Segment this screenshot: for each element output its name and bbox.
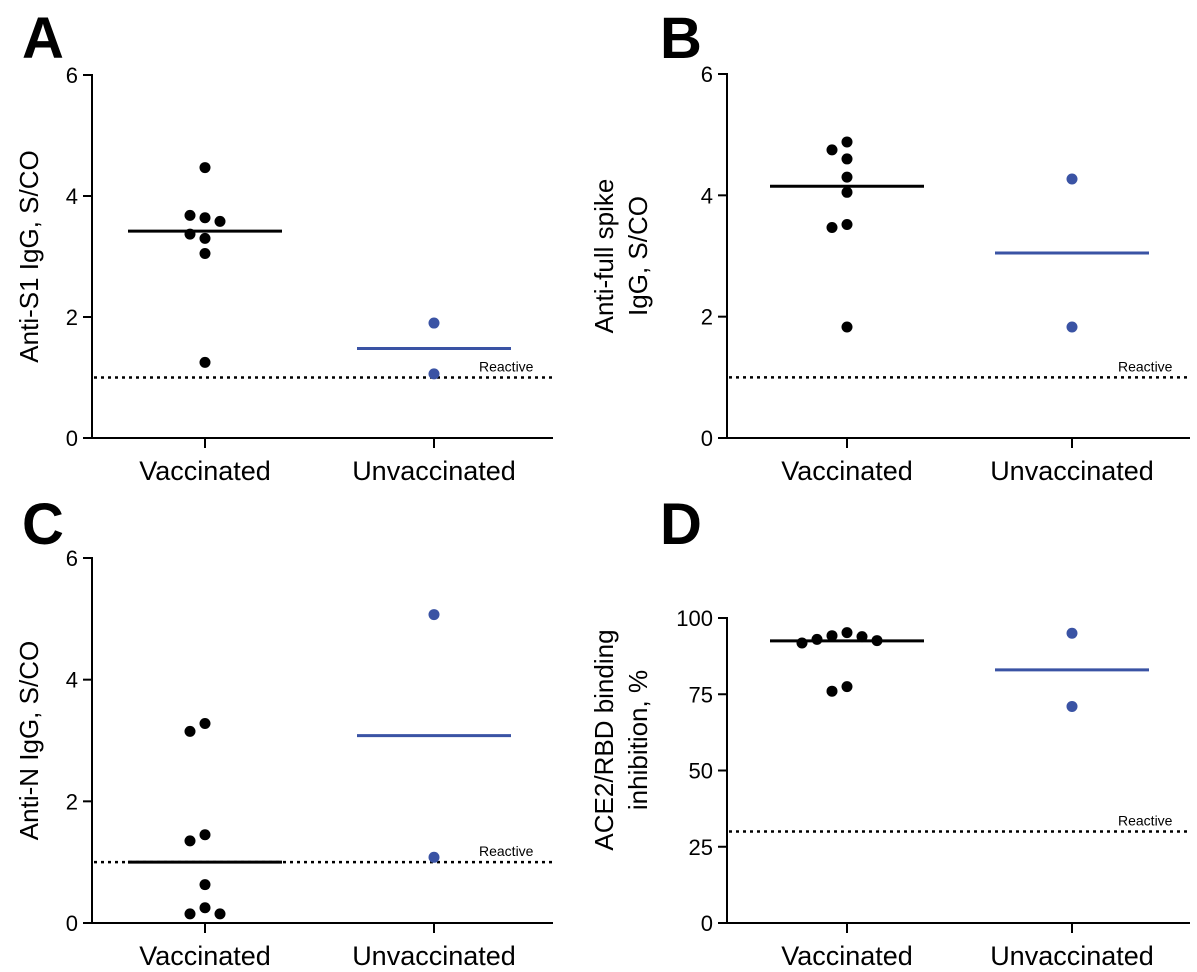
data-point bbox=[826, 630, 838, 642]
panel-letter: D bbox=[660, 492, 702, 557]
data-point bbox=[428, 368, 440, 380]
y-axis-label: Anti-full spike bbox=[589, 179, 619, 334]
panel-b: B 0 2 4 6 Vaccinated Unvaccinated Anti-full spi… bbox=[589, 6, 1190, 486]
y-tick-label: 0 bbox=[66, 911, 78, 936]
data-point bbox=[826, 685, 838, 697]
x-category-label: Vaccinated bbox=[781, 456, 913, 486]
data-point bbox=[871, 635, 883, 647]
x-category-label: Vaccinated bbox=[139, 456, 271, 486]
panel-c: C 0 2 4 6 Vaccinated Unvaccinated Anti-N IgG, S… bbox=[14, 492, 553, 971]
x-category-label: Unvaccinated bbox=[352, 456, 516, 486]
data-point bbox=[199, 212, 211, 224]
reactive-threshold-label: Reactive bbox=[1118, 813, 1173, 829]
data-point bbox=[841, 136, 853, 148]
y-tick-label: 4 bbox=[701, 183, 713, 208]
y-tick-label: 100 bbox=[676, 606, 713, 631]
data-point bbox=[796, 637, 808, 649]
data-point bbox=[856, 631, 868, 643]
data-point bbox=[826, 221, 838, 233]
data-point bbox=[811, 633, 823, 645]
y-tick-label: 50 bbox=[689, 759, 713, 784]
x-category-label: Unvaccinated bbox=[352, 941, 516, 971]
data-point bbox=[841, 186, 853, 198]
data-point bbox=[199, 879, 211, 891]
reactive-threshold-label: Reactive bbox=[1118, 358, 1173, 374]
data-point bbox=[184, 209, 196, 221]
y-tick-label: 75 bbox=[689, 682, 713, 707]
x-category-label: Unvaccinated bbox=[990, 941, 1154, 971]
y-tick-label: 0 bbox=[66, 426, 78, 451]
y-tick-label: 4 bbox=[66, 668, 78, 693]
y-tick-label: 6 bbox=[66, 546, 78, 571]
data-point bbox=[184, 835, 196, 847]
data-point bbox=[184, 908, 196, 920]
y-axis-label: ACE2/RBD binding bbox=[589, 629, 619, 850]
data-point bbox=[428, 609, 440, 621]
panel-letter: B bbox=[660, 6, 702, 71]
data-point bbox=[1066, 321, 1078, 333]
y-axis-label: Anti-S1 IgG, S/CO bbox=[14, 150, 44, 362]
data-point bbox=[428, 317, 440, 329]
y-axis-label: inhibition, % bbox=[623, 670, 653, 810]
data-point bbox=[1066, 627, 1078, 639]
data-point bbox=[184, 228, 196, 240]
x-category-label: Vaccinated bbox=[781, 941, 913, 971]
data-point bbox=[826, 144, 838, 156]
y-tick-label: 2 bbox=[66, 305, 78, 330]
data-point bbox=[199, 247, 211, 259]
data-point bbox=[841, 627, 853, 639]
panel-letter: A bbox=[22, 6, 64, 71]
y-axis-label: Anti-N IgG, S/CO bbox=[14, 641, 44, 840]
data-point bbox=[841, 171, 853, 183]
data-point bbox=[199, 717, 211, 729]
panel-a: A 0 2 4 6 Vaccinated Unvaccinated Anti-S1 IgG, … bbox=[14, 6, 553, 486]
panel-letter: C bbox=[22, 492, 64, 557]
x-category-label: Vaccinated bbox=[139, 941, 271, 971]
data-point bbox=[1066, 173, 1078, 185]
y-tick-label: 0 bbox=[701, 426, 713, 451]
data-point bbox=[199, 356, 211, 368]
reactive-threshold-label: Reactive bbox=[479, 843, 534, 859]
data-point bbox=[841, 218, 853, 230]
y-tick-label: 4 bbox=[66, 184, 78, 209]
data-point bbox=[199, 829, 211, 841]
data-point bbox=[214, 908, 226, 920]
data-point bbox=[184, 725, 196, 737]
panel-d: D 0 25 50 75 100 Vaccinated Unvaccinated ACE2/RB… bbox=[589, 492, 1190, 971]
data-point bbox=[841, 681, 853, 693]
data-point bbox=[841, 153, 853, 165]
reactive-threshold-label: Reactive bbox=[479, 359, 534, 375]
y-tick-label: 6 bbox=[66, 63, 78, 88]
data-point bbox=[214, 215, 226, 227]
y-tick-label: 6 bbox=[701, 62, 713, 87]
x-category-label: Unvaccinated bbox=[990, 456, 1154, 486]
data-point bbox=[199, 162, 211, 174]
data-point bbox=[199, 232, 211, 244]
y-tick-label: 25 bbox=[689, 835, 713, 860]
data-point bbox=[199, 902, 211, 914]
data-point bbox=[428, 851, 440, 863]
data-point bbox=[1066, 700, 1078, 712]
y-tick-label: 2 bbox=[701, 305, 713, 330]
y-tick-label: 0 bbox=[701, 911, 713, 936]
data-point bbox=[841, 321, 853, 333]
y-tick-label: 2 bbox=[66, 789, 78, 814]
y-axis-label: IgG, S/CO bbox=[623, 196, 653, 316]
